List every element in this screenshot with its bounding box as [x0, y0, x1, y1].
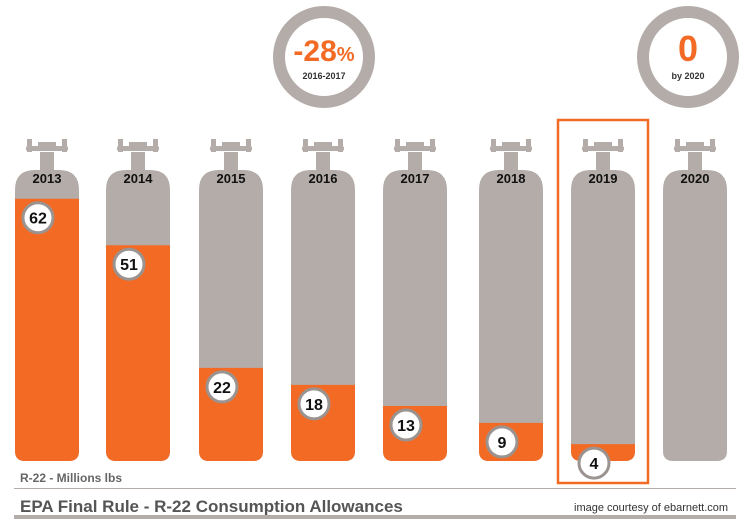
- cylinder-neck: [504, 152, 518, 170]
- cylinder-valve-post: [246, 139, 251, 152]
- cylinder-valve-post: [583, 139, 588, 152]
- cylinder-valve-bar: [302, 146, 344, 151]
- value-bubble-2017: [389, 408, 423, 442]
- highlight-box-2019: [556, 118, 650, 485]
- cylinder-valve-post: [338, 139, 343, 152]
- image-credit: image courtesy of ebarnett.com: [574, 502, 729, 514]
- cylinder-neck: [131, 152, 145, 170]
- cylinder-valve-post: [211, 139, 216, 152]
- cylinder-valve-bar: [674, 146, 716, 151]
- unit-label: R-22 - Millions lbs: [20, 471, 123, 485]
- cylinder-valve-post: [118, 139, 123, 152]
- year-label-2013: 2013: [33, 171, 62, 186]
- chart-title: EPA Final Rule - R-22 Consumption Allowa…: [20, 497, 403, 516]
- value-bubble-2016: [297, 387, 331, 421]
- cylinder-valve-cap: [38, 142, 56, 148]
- bar-2013: [15, 198, 79, 461]
- value-label-2014: 51: [120, 257, 138, 274]
- value-bubble-2018: [485, 425, 519, 459]
- cylinder-body: [663, 170, 727, 461]
- value-label-2018: 9: [498, 435, 507, 452]
- value-bubble-2015: [205, 370, 239, 404]
- divider-thick: [14, 515, 736, 519]
- divider-thin: [14, 488, 736, 489]
- cylinder-valve-cap: [406, 142, 424, 148]
- cylinder-valve-post: [526, 139, 531, 152]
- cylinder-neck: [596, 152, 610, 170]
- annotation-caption: 2016-2017: [302, 71, 345, 81]
- year-label-2017: 2017: [401, 171, 430, 186]
- cylinder-valve-post: [710, 139, 715, 152]
- cylinder-valve-post: [303, 139, 308, 152]
- year-label-2018: 2018: [497, 171, 526, 186]
- cylinder-valve-post: [675, 139, 680, 152]
- cylinder-valve-cap: [314, 142, 332, 148]
- cylinder-valve-post: [618, 139, 623, 152]
- value-label-2013: 62: [29, 211, 47, 228]
- cylinder-neck: [408, 152, 422, 170]
- value-bubble-2019: [577, 446, 611, 480]
- cylinder-valve-bar: [490, 146, 532, 151]
- cylinder-body: [383, 170, 447, 461]
- value-label-2019: 4: [590, 456, 599, 473]
- cylinder-valve-post: [62, 139, 67, 152]
- cylinder-body: [479, 170, 543, 461]
- value-bubble-2014: [112, 247, 146, 281]
- annotation-caption: by 2020: [671, 71, 704, 81]
- value-label-2015: 22: [213, 380, 231, 397]
- cylinder-valve-bar: [26, 146, 68, 151]
- cylinder-valve-bar: [394, 146, 436, 151]
- cylinder-valve-post: [153, 139, 158, 152]
- value-label-2016: 18: [305, 397, 323, 414]
- cylinder-valve-post: [491, 139, 496, 152]
- cylinder-neck: [224, 152, 238, 170]
- cylinder-neck: [40, 152, 54, 170]
- cylinder-body: [571, 170, 635, 461]
- year-label-2016: 2016: [309, 171, 338, 186]
- cylinder-valve-cap: [502, 142, 520, 148]
- cylinder-valve-cap: [686, 142, 704, 148]
- year-label-2015: 2015: [217, 171, 246, 186]
- annotation-ring: [637, 6, 739, 108]
- annotation-ring: [273, 6, 375, 108]
- year-label-2014: 2014: [124, 171, 154, 186]
- cylinder-valve-cap: [222, 142, 240, 148]
- cylinder-valve-cap: [594, 142, 612, 148]
- year-label-2020: 2020: [681, 171, 710, 186]
- cylinder-valve-post: [430, 139, 435, 152]
- annotation-value: -28%: [293, 35, 354, 68]
- annotation-value: 0: [678, 28, 698, 69]
- year-label-2019: 2019: [589, 171, 618, 186]
- cylinder-valve-post: [27, 139, 32, 152]
- cylinder-valve-bar: [117, 146, 159, 151]
- cylinder-neck: [688, 152, 702, 170]
- cylinder-valve-bar: [582, 146, 624, 151]
- cylinder-valve-post: [395, 139, 400, 152]
- cylinder-neck: [316, 152, 330, 170]
- value-bubble-2013: [21, 201, 55, 235]
- value-label-2017: 13: [397, 418, 415, 435]
- cylinder-valve-bar: [210, 146, 252, 151]
- bar-2014: [106, 245, 170, 461]
- cylinder-valve-cap: [129, 142, 147, 148]
